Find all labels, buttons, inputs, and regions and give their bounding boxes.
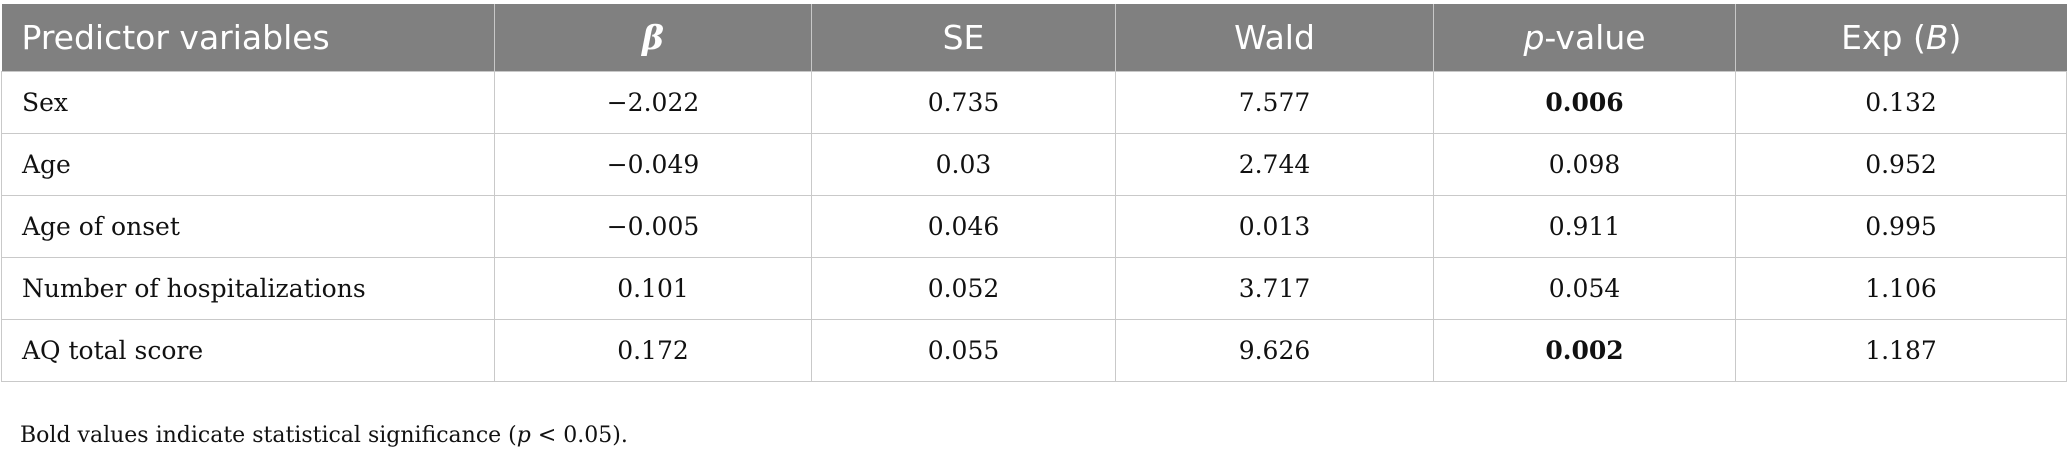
cell-se: 0.03 bbox=[811, 133, 1116, 196]
cell-wald: 2.744 bbox=[1115, 133, 1434, 196]
cell-wald: 7.577 bbox=[1115, 71, 1434, 134]
header-wald: Wald bbox=[1115, 4, 1434, 72]
cell-se: 0.052 bbox=[811, 257, 1116, 320]
cell-p-value: 0.911 bbox=[1433, 195, 1736, 258]
header-beta: β bbox=[494, 4, 812, 72]
header-p-value: p-value bbox=[1433, 4, 1736, 72]
cell-variable: Age bbox=[1, 133, 495, 196]
cell-wald: 3.717 bbox=[1115, 257, 1434, 320]
cell-beta: −2.022 bbox=[494, 71, 812, 134]
cell-p-value: 0.054 bbox=[1433, 257, 1736, 320]
cell-exp-b: 0.952 bbox=[1735, 133, 2067, 196]
cell-se: 0.735 bbox=[811, 71, 1116, 134]
table-body: Sex −2.022 0.735 7.577 0.006 0.132 Age −0.049 0.… bbox=[1, 71, 2067, 382]
cell-wald: 0.013 bbox=[1115, 195, 1434, 258]
header-predictor: Predictor variables bbox=[1, 4, 495, 72]
header-se: SE bbox=[811, 4, 1116, 72]
results-table-container: Predictor variables β SE Wald p-value Ex… bbox=[1, 4, 2067, 382]
header-p-italic: p bbox=[1523, 18, 1545, 57]
footnote-p-italic: p bbox=[516, 423, 531, 448]
cell-beta: 0.172 bbox=[494, 319, 812, 382]
header-p-rest: -value bbox=[1544, 18, 1646, 57]
header-exp-prefix: Exp ( bbox=[1841, 18, 1926, 57]
cell-beta: −0.049 bbox=[494, 133, 812, 196]
table-footnote: Bold values indicate statistical signifi… bbox=[20, 423, 628, 448]
cell-variable: Sex bbox=[1, 71, 495, 134]
footnote-after: < 0.05). bbox=[530, 423, 628, 448]
cell-se: 0.055 bbox=[811, 319, 1116, 382]
footnote-before: Bold values indicate statistical signifi… bbox=[20, 423, 517, 448]
table-row: Sex −2.022 0.735 7.577 0.006 0.132 bbox=[1, 71, 2067, 134]
logistic-regression-table: Predictor variables β SE Wald p-value Ex… bbox=[1, 4, 2067, 382]
table-row: AQ total score 0.172 0.055 9.626 0.002 1.187 bbox=[1, 319, 2067, 382]
cell-p-value: 0.006 bbox=[1433, 71, 1736, 134]
cell-se: 0.046 bbox=[811, 195, 1116, 258]
cell-variable: AQ total score bbox=[1, 319, 495, 382]
table-row: Number of hospitalizations 0.101 0.052 3.71… bbox=[1, 257, 2067, 320]
cell-exp-b: 1.106 bbox=[1735, 257, 2067, 320]
cell-p-value: 0.098 bbox=[1433, 133, 1736, 196]
cell-beta: 0.101 bbox=[494, 257, 812, 320]
header-beta-symbol: β bbox=[642, 18, 664, 57]
header-exp-suffix: ) bbox=[1948, 18, 1962, 57]
cell-exp-b: 1.187 bbox=[1735, 319, 2067, 382]
cell-p-value: 0.002 bbox=[1433, 319, 1736, 382]
table-row: Age −0.049 0.03 2.744 0.098 0.952 bbox=[1, 133, 2067, 196]
header-exp-b: Exp (B) bbox=[1735, 4, 2067, 72]
cell-exp-b: 0.132 bbox=[1735, 71, 2067, 134]
header-exp-italic: B bbox=[1925, 18, 1949, 57]
header-row: Predictor variables β SE Wald p-value Ex… bbox=[1, 4, 2067, 72]
cell-variable: Age of onset bbox=[1, 195, 495, 258]
cell-exp-b: 0.995 bbox=[1735, 195, 2067, 258]
cell-variable: Number of hospitalizations bbox=[1, 257, 495, 320]
cell-wald: 9.626 bbox=[1115, 319, 1434, 382]
table-row: Age of onset −0.005 0.046 0.013 0.911 0.995 bbox=[1, 195, 2067, 258]
cell-beta: −0.005 bbox=[494, 195, 812, 258]
